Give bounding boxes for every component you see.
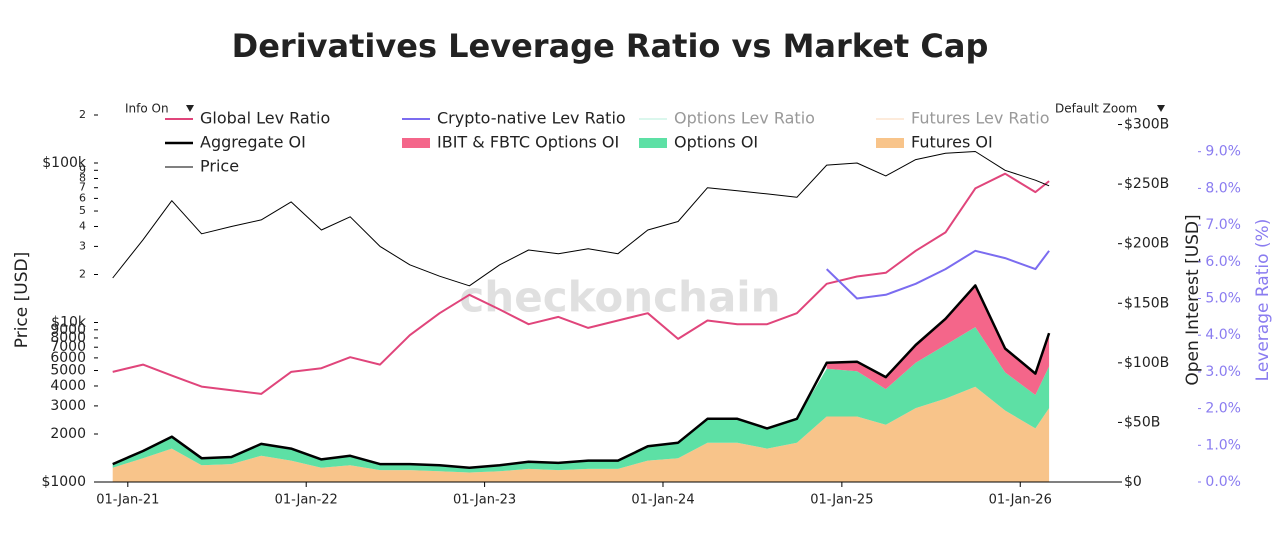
legend-label: Global Lev Ratio <box>200 109 330 128</box>
y-tick-label: 5 <box>79 204 86 217</box>
y-tick-label: 3 <box>79 239 86 252</box>
legend-label: Options Lev Ratio <box>674 109 815 128</box>
legend-item[interactable]: Options OI <box>639 133 758 152</box>
legend-swatch <box>402 138 430 148</box>
info-toggle[interactable]: Info On <box>125 102 169 116</box>
y3-tick-label: 7.0% <box>1205 217 1241 233</box>
line <box>112 172 1050 395</box>
y-tick-label: 7 <box>79 181 86 194</box>
y2-tick-label: $100B <box>1124 355 1169 371</box>
y2-tick-label: $150B <box>1124 295 1169 311</box>
legend-label: Futures Lev Ratio <box>911 109 1049 128</box>
legend-label: Futures OI <box>911 133 993 152</box>
legend-item[interactable]: IBIT & FBTC Options OI <box>402 133 619 152</box>
y-axis-title: Price [USD] <box>12 252 32 348</box>
info-control[interactable]: Info On <box>125 102 194 116</box>
chart-title: Derivatives Leverage Ratio vs Market Cap <box>232 27 989 65</box>
line <box>112 284 1051 469</box>
y3-tick-label: 1.0% <box>1205 437 1241 453</box>
y3-tick-label: 5.0% <box>1205 291 1241 307</box>
y-tick-label: 2 <box>79 108 86 121</box>
legend-item[interactable]: Price <box>165 157 239 176</box>
y2-tick-label: $250B <box>1124 176 1169 192</box>
dropdown-arrow <box>186 105 194 112</box>
legend-swatch <box>639 138 667 148</box>
y-tick-label: 7000 <box>50 339 86 355</box>
y-tick-label: 6000 <box>50 350 86 366</box>
y2-tick-label: $0 <box>1124 474 1142 490</box>
zoom-control[interactable]: Default Zoom <box>1055 102 1165 116</box>
y3-tick-label: 4.0% <box>1205 327 1241 343</box>
legend-item[interactable]: Global Lev Ratio <box>165 109 330 128</box>
dropdown-arrow <box>1157 105 1165 112</box>
y3-tick-label: 9.0% <box>1205 144 1241 160</box>
zoom-select[interactable]: Default Zoom <box>1055 102 1137 116</box>
legend-label: Crypto-native Lev Ratio <box>437 109 626 128</box>
legend-item[interactable]: Futures OI <box>876 133 993 152</box>
y-tick-label: $10k <box>51 315 87 331</box>
y-tick-label: 9000 <box>50 322 86 338</box>
y-tick-label: 2000 <box>50 426 86 442</box>
y2-tick-label: $50B <box>1124 414 1160 430</box>
y3-axis-title: Leverage Ratio (%) <box>1253 219 1273 382</box>
watermark: checkonchain <box>459 273 780 322</box>
legend-swatch <box>876 138 904 148</box>
y3-tick-label: 2.0% <box>1205 401 1241 417</box>
y3-tick-label: 8.0% <box>1205 180 1241 196</box>
y-tick-label: 2 <box>79 267 86 280</box>
legend-label: Price <box>200 157 239 176</box>
y-tick-label: 3000 <box>50 398 86 414</box>
y-tick-label: 4 <box>79 219 86 232</box>
area <box>826 285 1050 395</box>
plot-area <box>112 151 1051 482</box>
area <box>112 386 1050 482</box>
x-tick-label: 01-Jan-26 <box>989 493 1052 508</box>
x-tick-label: 01-Jan-25 <box>810 493 873 508</box>
area <box>112 327 1050 473</box>
y2-tick-label: $300B <box>1124 117 1169 133</box>
y-tick-label: 6 <box>79 191 86 204</box>
y2-tick-label: $200B <box>1124 236 1169 252</box>
y-tick-label: 4000 <box>50 378 86 394</box>
y3-tick-label: 0.0% <box>1205 474 1241 490</box>
x-tick-label: 01-Jan-22 <box>275 493 338 508</box>
y2-axis-title: Open Interest [USD] <box>1183 214 1203 385</box>
y-tick-label: $100k <box>42 155 87 171</box>
y-tick-label: 8000 <box>50 330 86 346</box>
legend-label: Aggregate OI <box>200 133 306 152</box>
y-tick-label: 9 <box>79 163 86 176</box>
y3-tick-label: 6.0% <box>1205 254 1241 270</box>
x-tick-label: 01-Jan-23 <box>453 493 516 508</box>
x-tick-label: 01-Jan-24 <box>631 493 694 508</box>
legend-label: Options OI <box>674 133 758 152</box>
legend-label: IBIT & FBTC Options OI <box>437 133 619 152</box>
legend-item[interactable]: Crypto-native Lev Ratio <box>402 109 626 128</box>
y-tick-label: 8 <box>79 171 86 184</box>
line <box>112 151 1050 287</box>
y-tick-label: $1000 <box>41 474 86 490</box>
y3-tick-label: 3.0% <box>1205 364 1241 380</box>
legend-item[interactable]: Options Lev Ratio <box>639 109 815 128</box>
legend-item[interactable]: Futures Lev Ratio <box>876 109 1049 128</box>
line <box>826 249 1050 300</box>
y-tick-label: 5000 <box>50 363 86 379</box>
x-tick-label: 01-Jan-21 <box>96 493 159 508</box>
legend-item[interactable]: Aggregate OI <box>165 133 306 152</box>
